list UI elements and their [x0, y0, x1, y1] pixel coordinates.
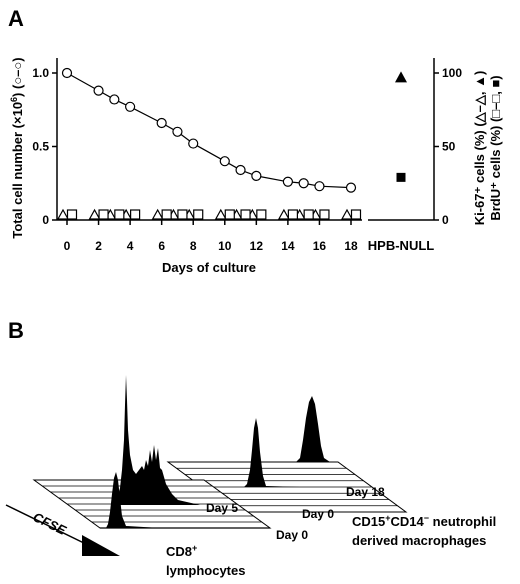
cell-number-point — [125, 101, 136, 112]
left-y-tick-label: 1.0 — [32, 66, 49, 80]
brdu-point — [303, 209, 314, 220]
cell-number-point — [61, 67, 73, 79]
ki67-point — [56, 208, 70, 220]
left-y-tick-label: 0 — [42, 213, 49, 227]
x-tick-label: 8 — [190, 239, 197, 253]
brdu-point — [130, 209, 141, 220]
brdu-point — [98, 209, 109, 220]
cd8-day0-label: Day 0 — [276, 528, 308, 542]
x-tick-label: 6 — [158, 239, 165, 253]
cell-number-point — [235, 164, 246, 176]
cd8-day5-histogram — [68, 375, 200, 505]
cell-number-point — [156, 117, 167, 129]
brdu-point — [256, 209, 267, 220]
ki67-point — [277, 208, 290, 220]
cd8-day5-label: Day 5 — [206, 501, 238, 515]
cell-number-point — [219, 156, 230, 167]
right-y-tick-label: 100 — [442, 66, 462, 80]
control-label: HPB-NULL — [368, 238, 434, 253]
brdu-point — [193, 209, 204, 220]
cell-number-point — [298, 178, 309, 189]
cd8-group-label-line2: lymphocytes — [166, 563, 245, 578]
mac-group-label-line2: derived macrophages — [352, 533, 486, 548]
x-tick-label: 4 — [127, 239, 134, 253]
right-y-tick-label: 50 — [442, 140, 456, 154]
x-tick-label: 12 — [250, 239, 264, 253]
brdu-point — [287, 209, 298, 220]
cell-number-point — [314, 181, 325, 192]
brdu-point — [66, 209, 78, 220]
right-y-axis-title-ki67: Ki-67⁺ cells (%) (△–△, ▲) — [472, 71, 487, 226]
cell-number-point — [109, 94, 120, 105]
x-tick-label: 16 — [313, 239, 327, 253]
macrophage-day18-histogram — [168, 396, 338, 462]
mac-day0-label: Day 0 — [302, 507, 334, 521]
x-tick-label: 14 — [281, 239, 295, 253]
brdu-point — [224, 209, 235, 220]
brdu-point — [161, 209, 172, 220]
left-y-axis-title: Total cell number (×106) (○–○) — [9, 57, 25, 238]
left-y-tick-label: 0.5 — [32, 140, 49, 154]
panel-a-label: A — [8, 6, 24, 31]
ki67-point — [340, 208, 354, 220]
brdu-point — [350, 209, 362, 220]
mac-day18-label: Day 18 — [346, 485, 385, 499]
cd8-group-label-line1: CD8+ — [166, 543, 197, 559]
brdu-point — [177, 209, 188, 220]
brdu-control-point — [396, 172, 406, 182]
series-lines — [66, 72, 352, 189]
arrow-head-icon — [82, 535, 120, 556]
right-y-ticks: 0 50 100 — [434, 66, 462, 227]
macrophage-day0-histogram — [216, 418, 300, 487]
series-markers — [56, 67, 362, 220]
panel-b-label: B — [8, 318, 24, 343]
cell-number-point — [188, 138, 199, 149]
cell-number-point — [93, 85, 104, 96]
x-tick-label: 2 — [95, 239, 102, 253]
right-y-axis-title-brdu: BrdU⁺ cells (%) (□–□, ■) — [488, 75, 503, 220]
mac-group-label-line1: CD15+CD14− neutrophil — [352, 513, 496, 529]
brdu-point — [114, 209, 125, 220]
cell-number-point — [282, 176, 293, 187]
ki67-control-point — [395, 71, 407, 83]
brdu-point — [319, 209, 330, 220]
cfse-label: CFSE — [31, 509, 69, 538]
right-y-tick-label: 0 — [442, 213, 449, 227]
cd8-histogram-stack — [32, 375, 272, 529]
cell-number-line — [66, 72, 352, 189]
ki67-point — [151, 208, 164, 220]
x-tick-label: 0 — [64, 239, 71, 253]
x-ticks: 0 2 4 6 8 10 12 14 16 18 — [64, 220, 358, 253]
control-markers — [395, 71, 407, 182]
x-tick-label: 18 — [344, 239, 358, 253]
cell-number-point — [251, 170, 262, 181]
x-axis-title: Days of culture — [162, 260, 256, 275]
ki67-point — [214, 208, 227, 220]
ki67-point — [88, 208, 101, 220]
cell-number-point — [345, 182, 357, 193]
cd8-day0-histogram — [100, 472, 160, 528]
left-y-ticks: 0 0.5 1.0 — [32, 66, 57, 227]
cfse-arrow — [5, 504, 120, 556]
brdu-point — [240, 209, 251, 220]
x-tick-label: 10 — [218, 239, 232, 253]
cell-number-point — [172, 126, 183, 137]
